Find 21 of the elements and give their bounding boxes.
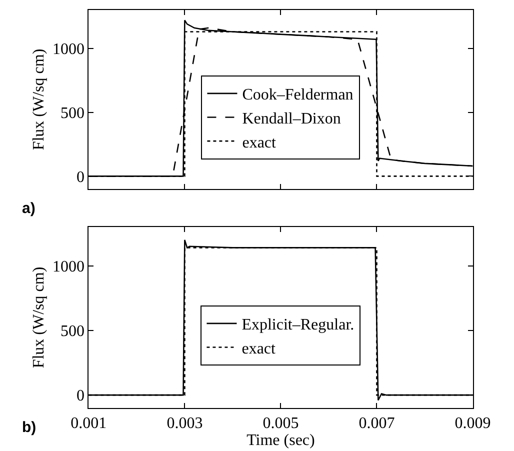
x-tick-label: 0.001 — [70, 415, 107, 432]
y-tick-label: 500 — [60, 323, 84, 340]
x-tick-label: 0.003 — [166, 415, 203, 432]
x-tick-label: 0.005 — [262, 415, 299, 432]
legend-label: Kendall–Dixon — [242, 110, 341, 128]
x-tick-label: 0.009 — [454, 415, 491, 432]
x-axis-title: Time (sec) — [246, 432, 315, 450]
y-axis-title: Flux (W/sq cm) — [30, 48, 48, 150]
text: a) — [22, 200, 36, 217]
legend-label: exact — [242, 340, 276, 358]
y-tick-label: 1000 — [52, 258, 84, 276]
legend-label: Explicit–Regular. — [242, 316, 354, 334]
y-tick-label: 0 — [76, 168, 84, 186]
legend-label: exact — [242, 134, 277, 152]
y-tick-label: 0 — [76, 388, 84, 405]
y-tick-label: 500 — [60, 104, 84, 122]
x-tick-label: 0.007 — [358, 415, 395, 432]
y-axis-title: Flux (W/sq cm) — [30, 266, 48, 368]
text: b) — [22, 419, 36, 436]
legend-label: Cook–Felderman — [242, 86, 354, 104]
y-tick-label: 1000 — [52, 40, 84, 58]
